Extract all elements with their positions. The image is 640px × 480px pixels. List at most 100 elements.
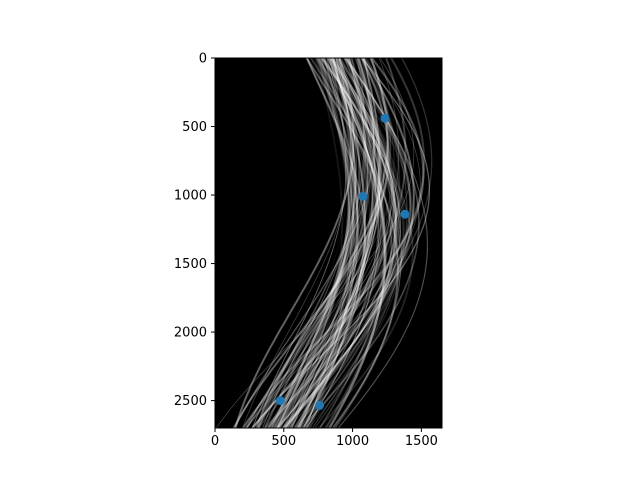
texture-curve <box>290 58 381 428</box>
texture-curve <box>289 58 369 428</box>
texture-curve <box>286 58 368 428</box>
texture-curve <box>332 58 402 428</box>
x-axis: 0 500 1000 1500 <box>211 428 438 449</box>
texture-curve <box>281 58 401 428</box>
texture-curve <box>314 58 408 428</box>
texture-curve <box>263 58 361 428</box>
texture-curve <box>298 58 374 428</box>
texture-curve <box>319 58 386 428</box>
texture-curve <box>287 58 381 428</box>
texture-curve <box>297 58 359 428</box>
y-tick-label: 2500 <box>174 394 207 409</box>
texture-curve <box>246 58 393 428</box>
texture-curve <box>268 58 384 428</box>
data-point <box>275 396 285 406</box>
texture-curve <box>306 58 382 428</box>
y-tick-label: 500 <box>182 120 207 135</box>
texture-curve <box>278 58 386 428</box>
texture-curve <box>295 58 401 428</box>
texture-curve <box>252 58 426 428</box>
texture-curve <box>299 58 376 428</box>
texture-curve <box>267 58 433 428</box>
texture-curve <box>257 58 370 428</box>
texture-curve <box>242 58 425 428</box>
texture-curve <box>323 58 402 428</box>
texture-curve <box>280 58 366 428</box>
texture-curve <box>306 58 354 428</box>
texture-curve <box>293 58 367 428</box>
texture-curve <box>288 58 344 428</box>
texture-curve <box>305 58 358 428</box>
texture-curve <box>284 58 415 428</box>
texture-curve <box>283 58 350 428</box>
texture-curve <box>291 58 377 428</box>
texture-curve <box>327 58 387 428</box>
texture-curve <box>281 58 388 428</box>
texture-curve <box>277 58 374 428</box>
texture-curve <box>234 58 375 428</box>
texture-curve <box>268 58 359 428</box>
y-tick-label: 1000 <box>174 189 207 204</box>
texture-curve <box>258 58 421 428</box>
texture-curve <box>296 58 355 428</box>
texture-curve <box>245 58 383 428</box>
texture-curve <box>288 58 398 428</box>
texture-curve <box>246 58 384 428</box>
texture-curve <box>267 58 380 428</box>
x-tick-label: 1000 <box>336 434 369 449</box>
data-point <box>380 113 390 123</box>
texture-curve <box>275 58 351 428</box>
texture-curve <box>279 58 383 428</box>
texture-curve <box>317 58 386 428</box>
y-axis: 0 500 1000 1500 2000 2500 <box>174 52 215 409</box>
texture-curve <box>246 58 391 428</box>
data-point <box>400 209 410 219</box>
texture-curve <box>309 58 352 428</box>
texture-curve <box>297 58 377 428</box>
texture-curve <box>312 58 396 428</box>
texture-curve <box>257 58 365 428</box>
texture-curve <box>282 58 398 428</box>
x-tick-label: 0 <box>211 434 219 449</box>
texture-curve <box>257 58 372 428</box>
texture-curve <box>276 58 407 428</box>
texture-curve <box>306 58 380 428</box>
texture-curve <box>285 58 401 428</box>
texture-curve <box>276 58 381 428</box>
texture-curve <box>251 58 347 428</box>
texture-curve <box>302 58 366 428</box>
texture-curve <box>276 58 397 428</box>
texture-curve <box>251 58 395 428</box>
y-tick-label: 0 <box>199 52 207 67</box>
texture-curve <box>304 58 405 428</box>
x-tick-label: 500 <box>271 434 296 449</box>
texture-curve <box>242 58 352 428</box>
texture-curve <box>298 58 393 428</box>
axes-frame <box>214 57 443 429</box>
plot-area <box>215 58 442 428</box>
x-tick-label: 1500 <box>405 434 438 449</box>
texture-curve <box>274 58 400 428</box>
texture-curve <box>305 58 399 428</box>
texture-curve <box>251 58 431 428</box>
texture-curve <box>277 58 412 428</box>
texture-curve <box>278 58 354 428</box>
texture-curve <box>308 58 404 428</box>
texture-curve <box>273 58 353 428</box>
texture-curve <box>273 58 370 428</box>
data-point <box>358 191 368 201</box>
y-tick-label: 2000 <box>174 326 207 341</box>
texture-curve <box>284 58 380 428</box>
data-point <box>315 400 325 410</box>
texture-curve <box>307 58 376 428</box>
texture-curve <box>262 58 357 428</box>
texture-curve <box>270 58 357 428</box>
texture-curve <box>315 58 414 428</box>
texture-curve <box>261 58 347 428</box>
texture-curve <box>303 58 356 428</box>
texture-curve <box>234 58 355 428</box>
texture-curve <box>216 58 415 428</box>
texture-curve <box>296 58 379 428</box>
texture-curve <box>277 58 367 428</box>
